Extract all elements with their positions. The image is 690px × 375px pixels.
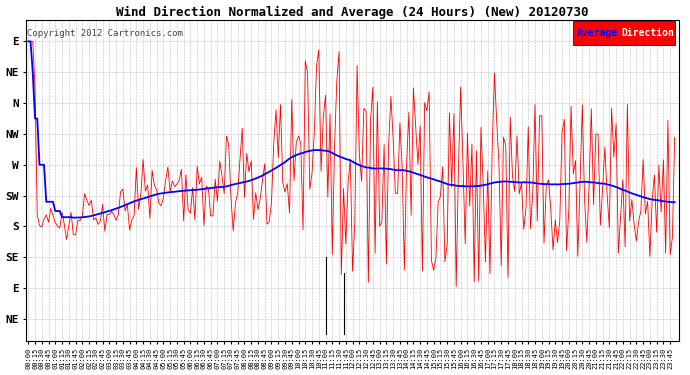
Text: Average: Average	[577, 28, 618, 38]
Text: Direction: Direction	[621, 28, 674, 38]
Text: Copyright 2012 Cartronics.com: Copyright 2012 Cartronics.com	[28, 29, 183, 38]
FancyBboxPatch shape	[573, 21, 675, 45]
Title: Wind Direction Normalized and Average (24 Hours) (New) 20120730: Wind Direction Normalized and Average (2…	[117, 6, 589, 19]
